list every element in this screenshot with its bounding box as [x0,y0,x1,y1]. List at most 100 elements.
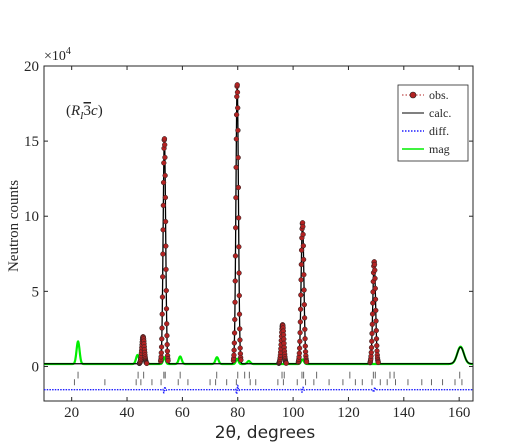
legend: obs. calc. diff. mag [397,84,469,162]
y-tick-label: 0 [32,359,40,375]
y-multiplier-label: ×104 [44,46,71,64]
obs-point [236,270,242,276]
legend-label-calc: calc. [429,106,451,120]
obs-point [375,359,381,366]
obs-point [298,247,305,253]
legend-item-mag: mag [402,142,450,156]
obs-point [373,307,379,314]
obs-point [231,347,237,353]
obs-point [369,338,375,344]
y-tick-label: 10 [24,209,39,225]
obs-point [301,302,307,308]
obs-point [163,243,169,249]
obs-point [302,336,308,342]
calc-series [44,84,473,365]
calc-line [44,84,473,365]
obs-point [300,256,307,263]
obs-point [144,360,150,367]
obs-point [371,261,378,268]
obs-point [163,266,169,273]
legend-label-obs: obs. [429,88,449,102]
obs-point [368,344,375,351]
obs-point [232,253,239,259]
obs-point [158,350,164,356]
obs-point [235,184,242,191]
legend-marker-obs [409,91,417,99]
obs-point [372,267,378,273]
obs-point [162,194,169,201]
obs-point [235,215,242,221]
obs-point [236,292,242,299]
x-tick-label: 100 [282,405,305,421]
obs-point [234,82,240,88]
obs-point [162,172,168,179]
obs-point [164,341,170,348]
obs-point [372,296,379,302]
obs-point [232,278,238,284]
x-tick-label: 120 [337,405,360,421]
space-group-annotation: (RI3c) [66,103,103,122]
obs-point [373,336,380,342]
obs-point [302,326,308,332]
obs-point [165,358,171,364]
obs-point [298,261,304,268]
legend-label-diff: diff. [429,124,449,138]
obs-point [163,306,170,312]
obs-point [231,340,238,346]
obs-point [300,231,306,238]
y-tick-label: 5 [32,284,40,300]
obs-point [233,136,240,142]
obs-point [158,344,165,350]
obs-point [162,154,168,161]
obs-point [369,311,376,317]
obs-point [236,311,243,317]
obs-point [369,321,375,327]
obs-point [159,311,165,317]
obs-point [300,243,306,249]
obs-point [233,225,239,231]
obs-point [234,89,241,95]
obs-point [301,315,308,321]
obs-point [237,337,243,343]
legend-label-mag: mag [429,142,450,156]
obs-point [159,294,166,300]
obs-point [372,275,378,282]
obs-point [236,244,242,250]
obs-point [159,325,165,331]
obs-point [233,164,239,171]
obs-point [161,160,167,166]
obs-point [283,360,289,366]
obs-point [234,93,240,100]
x-axis-label: 2θ, degrees [215,423,316,443]
obs-point [237,345,243,351]
diff-series [44,384,473,396]
obs-point [164,332,170,339]
obs-series [136,82,381,367]
obs-point [232,299,238,305]
obs-point [300,223,306,230]
obs-point [161,136,168,142]
x-tick-label: 40 [120,405,135,421]
obs-point [235,127,241,134]
obs-point [298,277,304,283]
x-tick-label: 20 [64,405,79,421]
x-tick-label: 160 [448,405,471,421]
obs-point [368,349,374,356]
x-tick-label: 80 [230,405,245,421]
obs-point [160,202,167,209]
obs-point [164,348,171,354]
obs-point [235,105,241,111]
obs-point [302,343,308,349]
obs-point [237,326,243,332]
obs-point [373,318,379,324]
obs-point [369,330,375,337]
obs-point [160,179,167,186]
obs-point [160,227,166,233]
obs-point [297,338,303,345]
y-axis-label: Neutron counts [6,180,22,272]
obs-point [160,251,166,257]
obs-point [232,316,238,323]
obs-point [231,352,237,358]
obs-point [301,287,307,293]
legend-item-obs: obs. [402,88,449,102]
